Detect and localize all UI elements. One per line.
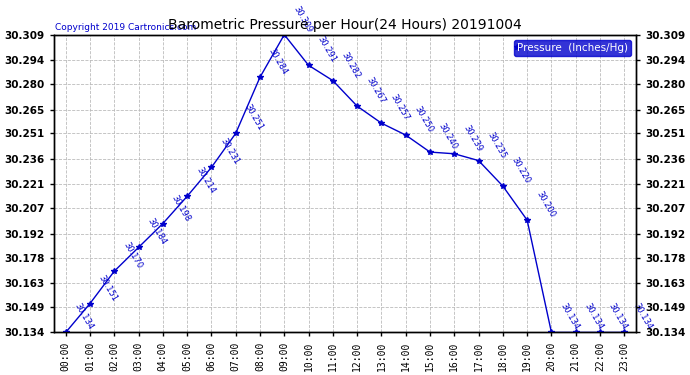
Pressure  (Inches/Hg) xyxy=(256,75,264,80)
Pressure  (Inches/Hg) xyxy=(280,32,288,37)
Pressure  (Inches/Hg) xyxy=(135,245,143,250)
Text: 30.151: 30.151 xyxy=(97,273,119,303)
Pressure  (Inches/Hg) xyxy=(353,104,362,108)
Pressure  (Inches/Hg) xyxy=(232,131,240,136)
Pressure  (Inches/Hg) xyxy=(328,78,337,83)
Title: Barometric Pressure per Hour(24 Hours) 20191004: Barometric Pressure per Hour(24 Hours) 2… xyxy=(168,18,522,32)
Pressure  (Inches/Hg) xyxy=(402,133,410,137)
Pressure  (Inches/Hg) xyxy=(207,165,215,170)
Text: 30.220: 30.220 xyxy=(510,156,532,185)
Pressure  (Inches/Hg) xyxy=(499,184,507,188)
Text: 30.291: 30.291 xyxy=(315,35,338,64)
Text: 30.251: 30.251 xyxy=(243,103,265,133)
Text: Copyright 2019 Cartronics.com: Copyright 2019 Cartronics.com xyxy=(55,23,196,32)
Pressure  (Inches/Hg) xyxy=(523,218,531,222)
Text: 30.170: 30.170 xyxy=(121,241,144,270)
Pressure  (Inches/Hg) xyxy=(183,194,191,198)
Text: 30.267: 30.267 xyxy=(364,75,386,105)
Pressure  (Inches/Hg) xyxy=(304,63,313,68)
Pressure  (Inches/Hg) xyxy=(377,121,386,125)
Text: 30.200: 30.200 xyxy=(534,190,556,219)
Pressure  (Inches/Hg) xyxy=(159,221,167,226)
Line: Pressure  (Inches/Hg): Pressure (Inches/Hg) xyxy=(63,32,627,335)
Text: 30.235: 30.235 xyxy=(486,130,508,160)
Text: 30.134: 30.134 xyxy=(558,302,581,332)
Text: 30.309: 30.309 xyxy=(291,4,313,34)
Text: 30.257: 30.257 xyxy=(388,93,411,122)
Pressure  (Inches/Hg) xyxy=(61,330,70,334)
Text: 30.282: 30.282 xyxy=(339,50,362,80)
Pressure  (Inches/Hg) xyxy=(620,330,629,334)
Text: 30.214: 30.214 xyxy=(194,166,217,195)
Text: 30.134: 30.134 xyxy=(582,302,605,332)
Text: 30.184: 30.184 xyxy=(146,217,168,247)
Pressure  (Inches/Hg) xyxy=(110,269,119,273)
Pressure  (Inches/Hg) xyxy=(547,330,555,334)
Text: 30.134: 30.134 xyxy=(72,302,95,332)
Text: 30.284: 30.284 xyxy=(267,47,289,76)
Pressure  (Inches/Hg) xyxy=(426,150,434,154)
Pressure  (Inches/Hg) xyxy=(571,330,580,334)
Text: 30.134: 30.134 xyxy=(631,302,653,332)
Text: 30.198: 30.198 xyxy=(170,193,192,223)
Text: 30.239: 30.239 xyxy=(461,123,484,153)
Pressure  (Inches/Hg) xyxy=(475,158,483,163)
Pressure  (Inches/Hg) xyxy=(450,152,458,156)
Text: 30.250: 30.250 xyxy=(413,105,435,134)
Text: 30.134: 30.134 xyxy=(607,302,629,332)
Text: 30.231: 30.231 xyxy=(218,137,241,166)
Legend: Pressure  (Inches/Hg): Pressure (Inches/Hg) xyxy=(514,40,631,56)
Pressure  (Inches/Hg) xyxy=(86,301,94,306)
Text: 30.240: 30.240 xyxy=(437,122,460,151)
Pressure  (Inches/Hg) xyxy=(596,330,604,334)
